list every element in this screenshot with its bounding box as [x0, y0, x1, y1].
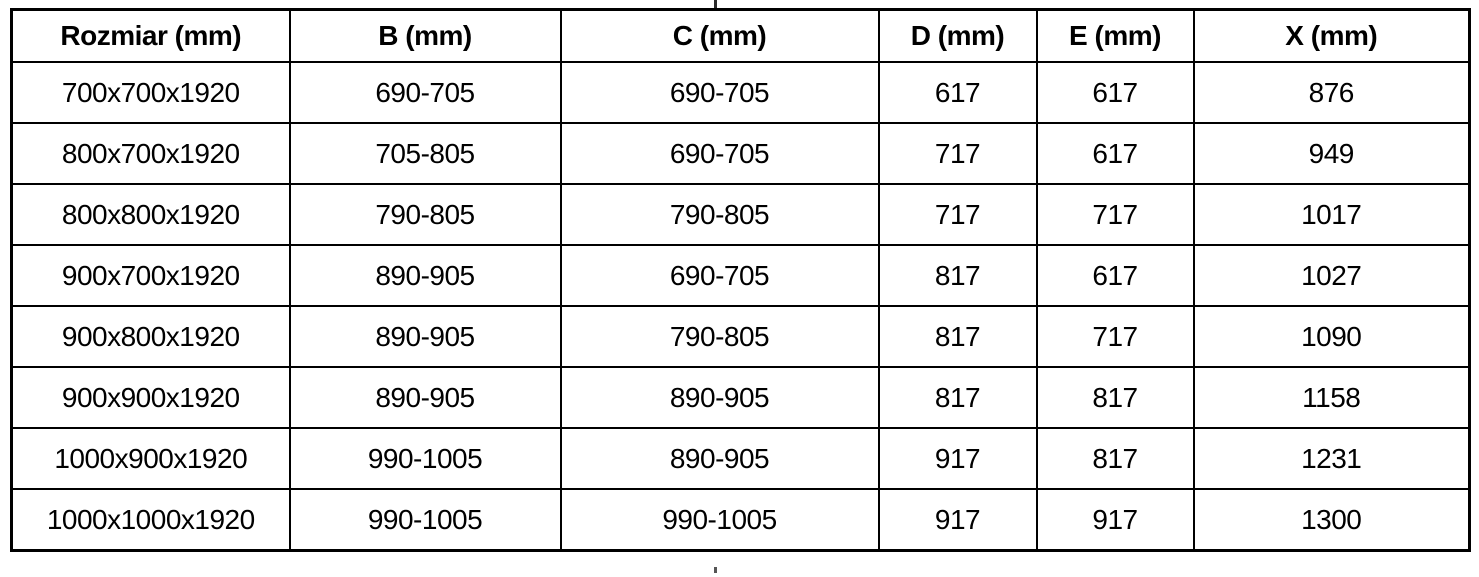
table-cell: 1027 [1192, 244, 1471, 307]
table-cell: 1158 [1192, 366, 1471, 429]
table-cell: 890-905 [288, 366, 562, 429]
table-cell: 990-1005 [559, 488, 880, 552]
table-cell: 900x900x1920 [10, 366, 291, 429]
table-row: 900x700x1920 890-905 690-705 817 617 1027 [10, 244, 1471, 307]
table-cell: 700x700x1920 [10, 61, 291, 124]
table-cell: 817 [877, 244, 1038, 307]
table-cell: 890-905 [288, 244, 562, 307]
table-cell: 617 [1035, 122, 1195, 185]
table-cell: 1017 [1192, 183, 1471, 246]
column-header-4: E (mm) [1035, 8, 1195, 63]
table-row: 700x700x1920 690-705 690-705 617 617 876 [10, 61, 1471, 124]
column-header-3: D (mm) [877, 8, 1038, 63]
table-cell: 1300 [1192, 488, 1471, 552]
table-cell: 949 [1192, 122, 1471, 185]
table-head: Rozmiar (mm) B (mm) C (mm) D (mm) E (mm) X (m… [10, 8, 1471, 63]
table-cell: 1231 [1192, 427, 1471, 490]
table-cell: 890-905 [559, 366, 880, 429]
table-cell: 1000x1000x1920 [10, 488, 291, 552]
crop-mark-bottom [714, 567, 717, 573]
table-cell: 876 [1192, 61, 1471, 124]
table-cell: 717 [1035, 183, 1195, 246]
column-header-1: B (mm) [288, 8, 562, 63]
table-row: 800x800x1920 790-805 790-805 717 717 1017 [10, 183, 1471, 246]
table-row: 1000x900x1920 990-1005 890-905 917 817 1231 [10, 427, 1471, 490]
table-row: 1000x1000x1920 990-1005 990-1005 917 917 1300 [10, 488, 1471, 552]
table-row: 900x800x1920 890-905 790-805 817 717 1090 [10, 305, 1471, 368]
table-cell: 817 [1035, 427, 1195, 490]
table-row: 900x900x1920 890-905 890-905 817 817 1158 [10, 366, 1471, 429]
table-cell: 617 [1035, 244, 1195, 307]
table-cell: 1000x900x1920 [10, 427, 291, 490]
table-cell: 890-905 [288, 305, 562, 368]
table-body: 700x700x1920 690-705 690-705 617 617 876 800x7… [10, 61, 1471, 552]
table-cell: 617 [877, 61, 1038, 124]
table-cell: 800x800x1920 [10, 183, 291, 246]
table-cell: 690-705 [559, 244, 880, 307]
table-cell: 790-805 [559, 183, 880, 246]
table-cell: 917 [1035, 488, 1195, 552]
table-cell: 690-705 [288, 61, 562, 124]
table-cell: 717 [877, 122, 1038, 185]
table-cell: 900x700x1920 [10, 244, 291, 307]
table-cell: 817 [877, 305, 1038, 368]
table-cell: 817 [1035, 366, 1195, 429]
table-cell: 1090 [1192, 305, 1471, 368]
column-header-5: X (mm) [1192, 8, 1471, 63]
column-header-2: C (mm) [559, 8, 880, 63]
table-cell: 717 [877, 183, 1038, 246]
table-cell: 990-1005 [288, 488, 562, 552]
table-cell: 790-805 [559, 305, 880, 368]
table-cell: 990-1005 [288, 427, 562, 490]
crop-mark-top [714, 0, 717, 8]
table-cell: 717 [1035, 305, 1195, 368]
table-cell: 690-705 [559, 122, 880, 185]
table-cell: 617 [1035, 61, 1195, 124]
table-cell: 900x800x1920 [10, 305, 291, 368]
size-table: Rozmiar (mm) B (mm) C (mm) D (mm) E (mm) X (m… [10, 8, 1471, 552]
table-cell: 690-705 [559, 61, 880, 124]
column-header-0: Rozmiar (mm) [10, 8, 291, 63]
table-cell: 917 [877, 488, 1038, 552]
table-cell: 890-905 [559, 427, 880, 490]
table-cell: 790-805 [288, 183, 562, 246]
table-cell: 705-805 [288, 122, 562, 185]
table-cell: 917 [877, 427, 1038, 490]
header-row: Rozmiar (mm) B (mm) C (mm) D (mm) E (mm) X (m… [10, 8, 1471, 63]
table-cell: 800x700x1920 [10, 122, 291, 185]
table-row: 800x700x1920 705-805 690-705 717 617 949 [10, 122, 1471, 185]
table-cell: 817 [877, 366, 1038, 429]
